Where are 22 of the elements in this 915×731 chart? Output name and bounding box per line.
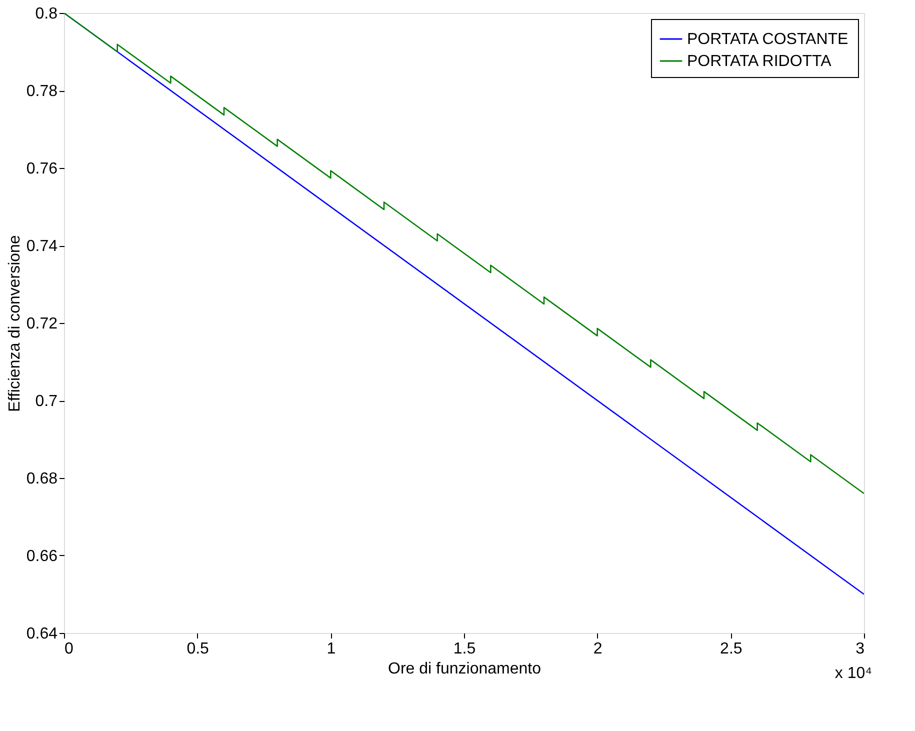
x-tick-label: 2.5 [720,640,742,658]
y-tick-label: 0.76 [26,160,58,178]
y-axis-title: Efficienza di conversione [6,235,24,412]
x-tick-label: 1.5 [453,640,476,658]
x-tick-label: 1 [326,640,336,658]
x-axis-title: Ore di funzionamento [388,660,542,678]
y-tick-label: 0.78 [26,83,58,100]
x-tick-label: 2 [593,640,602,658]
y-tick-label: 0.68 [26,470,58,488]
y-tick-label: 0.74 [26,238,58,255]
y-tick-label: 0.66 [26,548,58,565]
y-tick-label: 0.72 [26,316,58,332]
y-tick-label: 0.8 [35,6,58,22]
x-tick-label: 0.5 [186,640,210,658]
x-tick-label: 3 [856,640,865,658]
legend-label: PORTATA COSTANTE [687,31,848,48]
x-tick-label: 0 [64,640,74,658]
legend-label: PORTATA RIDOTTA [687,53,832,70]
y-tick-label: 0.7 [35,393,58,410]
y-tick-label: 0.64 [26,626,58,642]
text: x 10⁴ [834,665,872,682]
line-series [64,13,864,494]
